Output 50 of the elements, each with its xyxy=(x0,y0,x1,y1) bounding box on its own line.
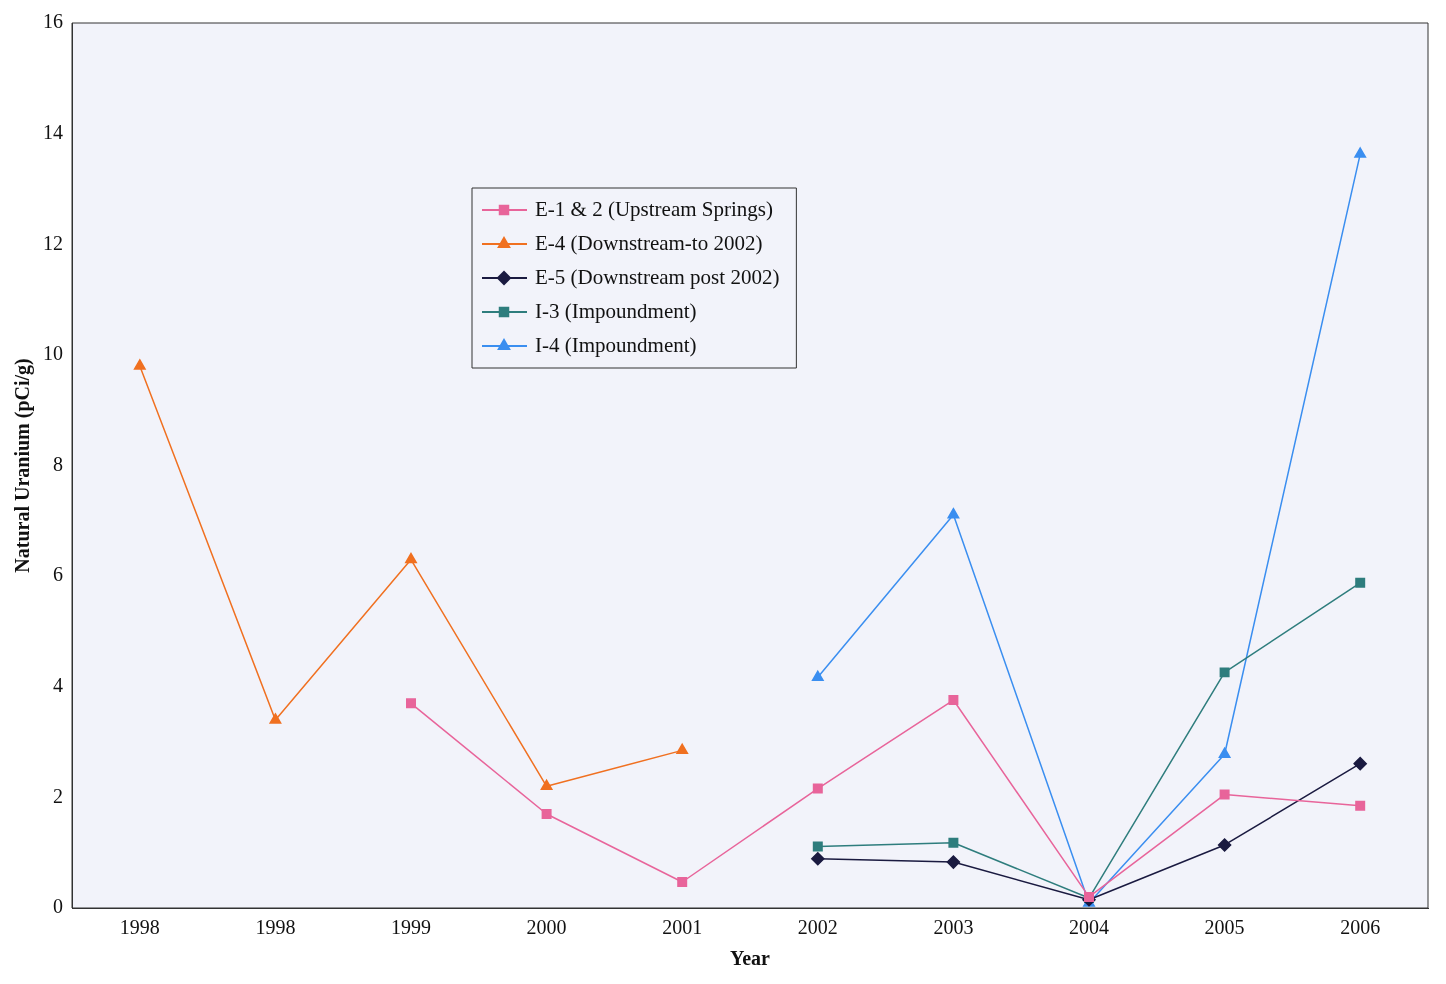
point xyxy=(811,852,825,866)
point xyxy=(1218,747,1231,758)
x-tick-label: 1998 xyxy=(255,916,296,939)
point xyxy=(946,855,961,869)
point xyxy=(811,670,824,682)
point xyxy=(541,808,552,819)
y-tick-label: 2 xyxy=(53,784,63,807)
point xyxy=(676,743,689,755)
x-tick-label: 2004 xyxy=(1069,916,1109,939)
legend-label: E-5 (Downstream post 2002) xyxy=(535,264,780,289)
point xyxy=(1219,667,1230,678)
x-tick-label: 2002 xyxy=(797,916,838,939)
x-axis-title: Year xyxy=(730,947,771,970)
x-tick-label: 1999 xyxy=(391,916,431,939)
x-tick-label: 1998 xyxy=(119,916,160,939)
point xyxy=(812,783,823,794)
legend-label: E-1 & 2 (Upstream Springs) xyxy=(535,196,773,221)
legend-label: I-3 (Impoundment) xyxy=(535,298,697,323)
y-tick-label: 14 xyxy=(43,120,63,143)
point xyxy=(1355,577,1366,588)
x-tick-label: 2000 xyxy=(526,916,567,939)
point xyxy=(1353,756,1367,771)
x-tick-label: 2006 xyxy=(1340,916,1381,939)
point xyxy=(269,713,282,724)
y-tick-label: 16 xyxy=(43,10,63,33)
x-tick-label: 2003 xyxy=(933,916,974,939)
y-tick-label: 6 xyxy=(53,563,63,586)
point xyxy=(812,841,823,852)
point xyxy=(948,837,959,848)
y-tick-label: 0 xyxy=(53,895,63,918)
point xyxy=(1355,800,1366,811)
y-tick-label: 10 xyxy=(43,342,63,365)
point xyxy=(677,877,688,887)
x-tick-label: 2001 xyxy=(662,916,703,939)
y-tick-label: 8 xyxy=(53,452,63,475)
point xyxy=(540,779,553,791)
point xyxy=(1217,838,1232,852)
y-tick-label: 4 xyxy=(53,674,63,696)
y-axis-title: Natural Uranium (pCi/g) xyxy=(11,358,35,573)
y-tick-label: 12 xyxy=(43,231,63,254)
legend-label: E-4 (Downstream-to 2002) xyxy=(535,230,763,255)
point xyxy=(133,359,146,370)
point xyxy=(948,695,959,706)
point xyxy=(1354,147,1367,158)
point xyxy=(1219,789,1230,800)
point xyxy=(405,552,417,564)
legend-label: I-4 (Impoundment) xyxy=(535,332,697,357)
point xyxy=(947,507,960,519)
point xyxy=(406,698,416,709)
x-tick-label: 2005 xyxy=(1204,916,1245,939)
